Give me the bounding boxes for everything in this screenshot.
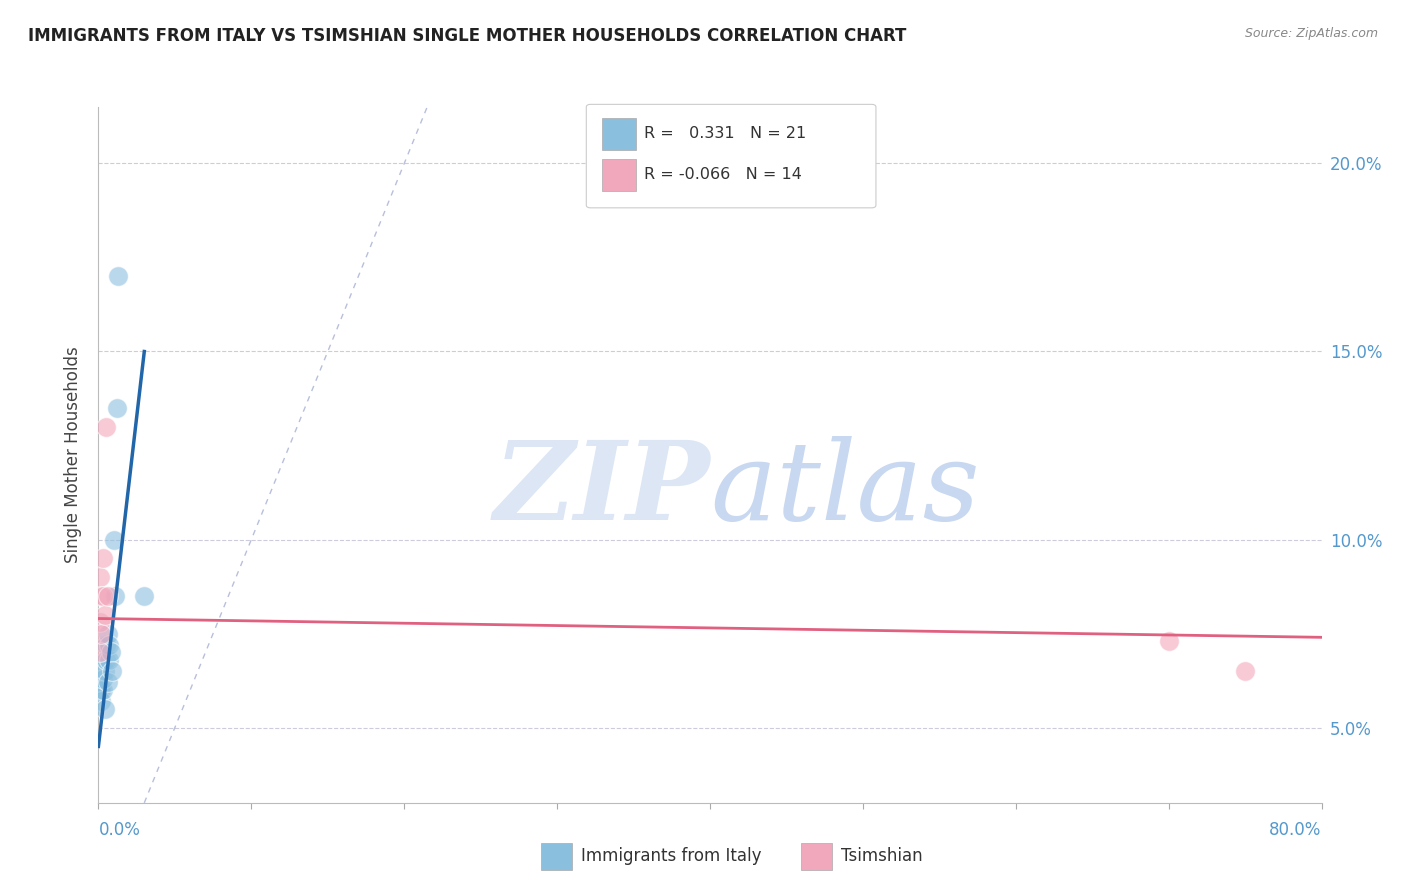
- Point: [89, 645, 111, 659]
- Point: [91, 683, 114, 698]
- Point: [91, 551, 114, 566]
- Point: [91, 589, 114, 603]
- Text: Source: ZipAtlas.com: Source: ZipAtlas.com: [1244, 27, 1378, 40]
- Point: [101, 664, 124, 678]
- Text: Immigrants from Italy: Immigrants from Italy: [581, 847, 761, 865]
- Text: ZIP: ZIP: [494, 436, 710, 543]
- Text: 80.0%: 80.0%: [1270, 821, 1322, 838]
- Point: [100, 645, 122, 659]
- Point: [97, 589, 120, 603]
- Point: [89, 683, 111, 698]
- Point: [97, 626, 120, 640]
- Point: [94, 653, 117, 667]
- Text: Tsimshian: Tsimshian: [841, 847, 922, 865]
- Text: R = -0.066   N = 14: R = -0.066 N = 14: [644, 168, 801, 182]
- Point: [89, 615, 111, 630]
- Point: [89, 570, 111, 584]
- Point: [107, 269, 129, 284]
- Text: atlas: atlas: [710, 436, 980, 543]
- Point: [93, 664, 115, 678]
- Text: IMMIGRANTS FROM ITALY VS TSIMSHIAN SINGLE MOTHER HOUSEHOLDS CORRELATION CHART: IMMIGRANTS FROM ITALY VS TSIMSHIAN SINGL…: [28, 27, 907, 45]
- Y-axis label: Single Mother Households: Single Mother Households: [65, 347, 83, 563]
- Point: [90, 589, 112, 603]
- Point: [98, 638, 121, 652]
- Point: [1157, 634, 1180, 648]
- Point: [90, 626, 112, 640]
- Point: [94, 419, 117, 434]
- Point: [97, 675, 120, 690]
- Point: [105, 401, 128, 415]
- Point: [103, 533, 125, 547]
- Text: 0.0%: 0.0%: [98, 821, 141, 838]
- Point: [93, 607, 115, 622]
- Point: [104, 589, 127, 603]
- Point: [98, 653, 121, 667]
- Point: [1234, 664, 1257, 678]
- Point: [91, 672, 114, 686]
- Text: R =   0.331   N = 21: R = 0.331 N = 21: [644, 127, 806, 141]
- Point: [89, 664, 111, 678]
- Point: [93, 702, 115, 716]
- Point: [90, 683, 112, 698]
- Point: [94, 638, 117, 652]
- Point: [90, 694, 112, 708]
- Point: [134, 589, 156, 603]
